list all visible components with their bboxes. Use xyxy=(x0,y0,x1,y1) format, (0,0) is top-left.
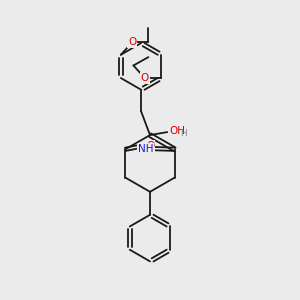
Text: NH: NH xyxy=(138,144,154,154)
Text: H: H xyxy=(180,129,187,138)
Text: O: O xyxy=(146,141,154,151)
Text: O: O xyxy=(128,37,136,47)
Text: OH: OH xyxy=(169,127,185,136)
Text: O: O xyxy=(141,73,149,83)
